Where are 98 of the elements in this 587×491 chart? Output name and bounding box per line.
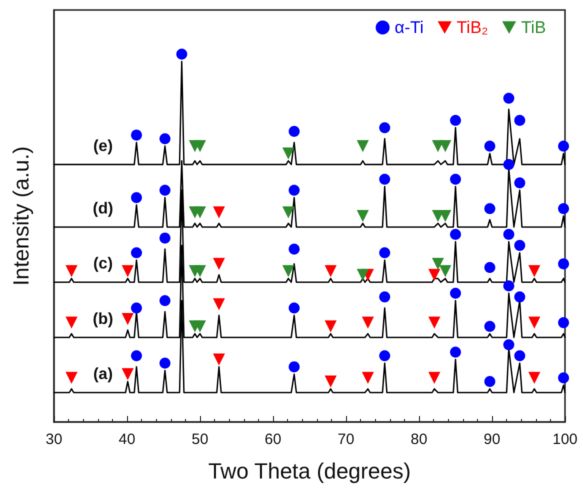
point	[528, 265, 540, 278]
point	[324, 376, 337, 388]
legend-label: TiB	[521, 18, 546, 37]
point	[514, 114, 526, 126]
point	[558, 140, 570, 152]
annotation: (b)	[92, 310, 114, 328]
point	[194, 140, 206, 152]
x-tick-label: 100	[552, 431, 578, 448]
point	[379, 291, 390, 302]
point	[484, 376, 496, 388]
point	[503, 280, 514, 292]
point	[176, 48, 188, 60]
point	[484, 203, 496, 214]
point	[450, 228, 461, 240]
point	[122, 368, 134, 380]
point	[131, 130, 142, 141]
point	[288, 244, 300, 255]
point	[66, 372, 78, 384]
annotation: (a)	[93, 366, 113, 384]
x-tick-label: 80	[410, 431, 428, 448]
annotation: (c)	[93, 256, 113, 273]
point	[439, 265, 452, 278]
point	[282, 265, 294, 278]
x-tick-label: 50	[192, 431, 208, 448]
point	[558, 203, 570, 214]
point	[484, 320, 496, 332]
x-tick-label: 60	[264, 431, 282, 448]
point	[159, 133, 170, 144]
point	[450, 346, 461, 358]
point	[159, 184, 170, 196]
point	[324, 320, 337, 332]
point	[356, 210, 369, 222]
point	[450, 114, 461, 126]
point	[432, 258, 444, 270]
point	[503, 339, 514, 350]
point	[450, 288, 461, 299]
x-tick-label: 30	[46, 431, 62, 448]
point	[194, 206, 206, 218]
point	[282, 206, 294, 218]
point	[528, 372, 540, 384]
point	[131, 302, 142, 314]
point	[122, 265, 134, 278]
x-tick-label: 40	[118, 431, 136, 448]
point	[66, 265, 78, 278]
point	[324, 265, 337, 278]
point	[212, 258, 225, 270]
point	[528, 316, 540, 329]
point	[66, 316, 78, 329]
point	[362, 316, 374, 329]
point	[212, 206, 225, 218]
x-tick-label: 90	[484, 431, 500, 448]
point	[356, 140, 369, 152]
point	[439, 140, 452, 152]
point	[558, 317, 570, 328]
point	[428, 316, 440, 329]
point	[356, 268, 369, 281]
point	[288, 126, 300, 137]
point	[159, 232, 170, 244]
point	[131, 247, 142, 258]
legend-label: TiB₂	[456, 18, 488, 37]
point	[194, 265, 206, 278]
point	[212, 298, 225, 310]
annotation: (e)	[93, 138, 113, 155]
point	[282, 147, 294, 160]
point	[288, 361, 300, 372]
point	[514, 350, 526, 362]
point	[514, 240, 526, 251]
x-axis-title: Two Theta (degrees)	[208, 458, 411, 484]
point	[428, 268, 440, 281]
point	[503, 228, 514, 240]
point	[379, 174, 390, 185]
point	[159, 358, 170, 369]
point	[131, 192, 142, 204]
point	[484, 262, 496, 273]
point	[194, 320, 206, 332]
point	[503, 92, 514, 104]
point	[159, 295, 170, 306]
y-axis-title: Intensity (a.u.)	[8, 146, 34, 286]
point	[428, 372, 440, 384]
point	[288, 184, 300, 196]
point	[514, 291, 526, 302]
point	[379, 350, 390, 362]
point	[379, 247, 390, 258]
x-tick-label: 70	[338, 431, 354, 448]
point	[514, 177, 526, 188]
point	[484, 140, 496, 152]
point	[122, 313, 134, 325]
point	[379, 122, 390, 134]
annotation: (d)	[92, 200, 114, 218]
point	[503, 159, 514, 170]
legend-label: α-Ti	[394, 18, 424, 37]
point	[131, 350, 142, 362]
point	[450, 174, 461, 185]
point	[362, 372, 374, 384]
point	[558, 258, 570, 270]
point	[288, 302, 300, 314]
point	[212, 353, 225, 366]
point	[558, 372, 570, 384]
